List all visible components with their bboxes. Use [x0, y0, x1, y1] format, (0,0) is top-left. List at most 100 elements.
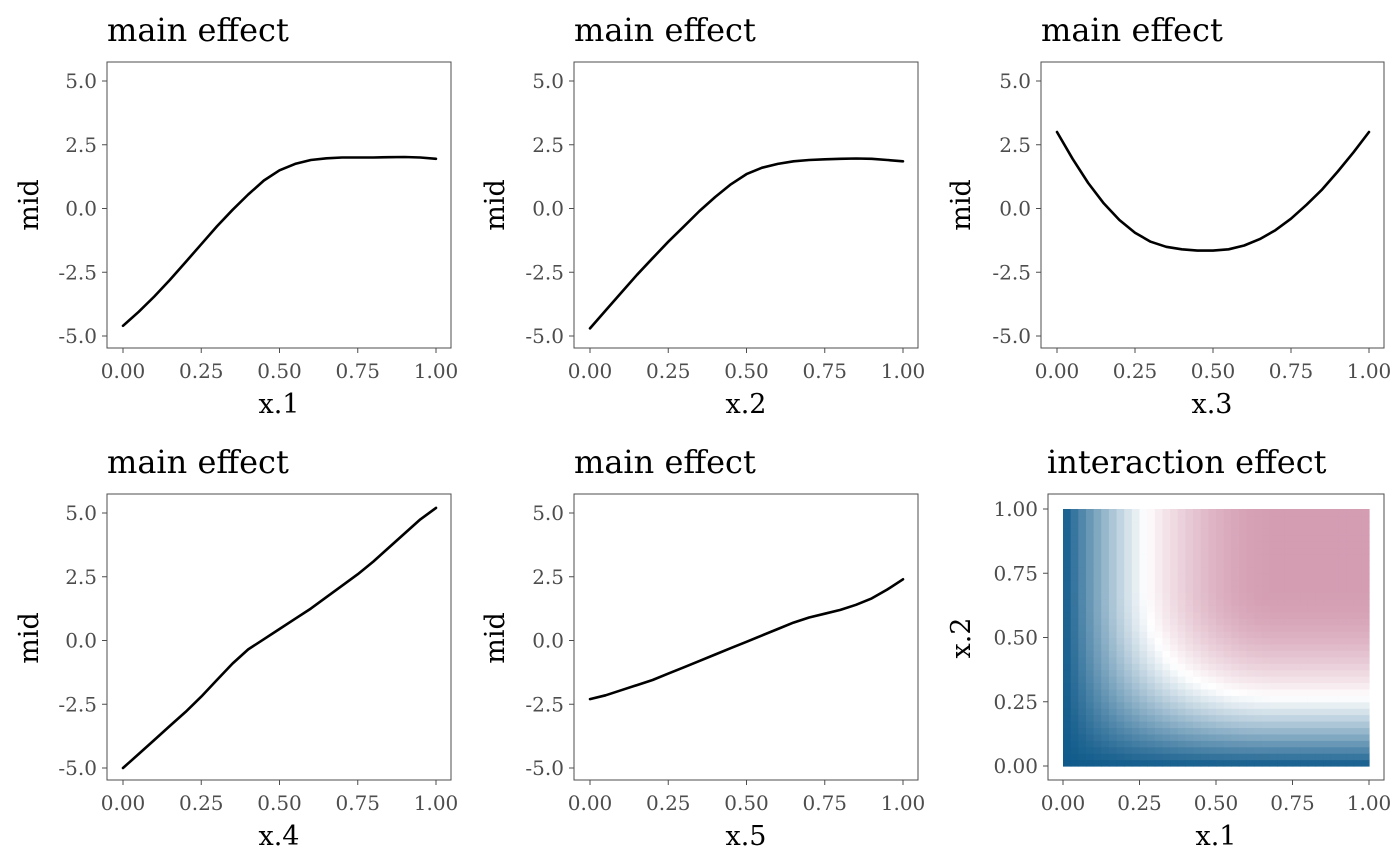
- heatmap-cell: [1193, 509, 1202, 517]
- heatmap-cell: [1261, 695, 1271, 703]
- heatmap-cell: [1170, 560, 1179, 568]
- heatmap-cell: [1093, 553, 1102, 561]
- heatmap-cell: [1124, 534, 1133, 542]
- heatmap-cell: [1238, 733, 1248, 741]
- heatmap-cell: [1193, 521, 1202, 529]
- heatmap-cell: [1124, 509, 1133, 517]
- heatmap-cell: [1177, 624, 1186, 632]
- tick-group: 0.00 0.25 0.50 0.75 1.00-5.0-2.50.02.55.0: [525, 501, 925, 815]
- heatmap-cell: [1139, 733, 1148, 741]
- heatmap-cell: [1124, 688, 1133, 696]
- heatmap-cell: [1238, 605, 1248, 613]
- heatmap-cell: [1200, 592, 1209, 600]
- heatmap-cell: [1277, 656, 1286, 664]
- y-tick-label: 0.0: [532, 629, 564, 653]
- heatmap-cell: [1078, 586, 1087, 594]
- heatmap-cell: [1154, 721, 1164, 729]
- heatmap-cell: [1085, 598, 1095, 606]
- heatmap-cell: [1093, 521, 1102, 529]
- heatmap-cell: [1185, 701, 1194, 709]
- heatmap-cell: [1177, 598, 1186, 606]
- heatmap-cell: [1108, 592, 1118, 600]
- heatmap-cell: [1078, 721, 1087, 729]
- heatmap-cell: [1330, 553, 1339, 561]
- heatmap-cell: [1085, 695, 1095, 703]
- x-tick-label: 1.00: [1347, 359, 1392, 383]
- heatmap-cell: [1063, 560, 1072, 568]
- heatmap-cell: [1162, 669, 1171, 677]
- heatmap-cell: [1147, 521, 1156, 529]
- panel-1: main effect mid x.1 0.00 0.25 0.50 0.75 1.00…: [14, 11, 458, 420]
- heatmap-cell: [1185, 727, 1194, 735]
- heatmap-cell: [1208, 643, 1217, 651]
- heatmap-cell: [1315, 611, 1324, 619]
- heatmap-cell: [1246, 656, 1255, 664]
- heatmap-cell: [1116, 598, 1125, 606]
- heatmap-cell: [1330, 733, 1339, 741]
- heatmap-cell: [1063, 624, 1072, 632]
- heatmap-cell: [1307, 528, 1317, 536]
- heatmap-cell: [1093, 515, 1102, 523]
- heatmap-cell: [1177, 643, 1186, 651]
- heatmap-cell: [1246, 695, 1255, 703]
- heatmap-cell: [1177, 521, 1186, 529]
- heatmap-cell: [1261, 643, 1271, 651]
- heatmap-cell: [1070, 733, 1079, 741]
- heatmap-cell: [1078, 656, 1087, 664]
- heatmap-cell: [1246, 721, 1255, 729]
- heatmap-cell: [1254, 682, 1263, 690]
- heatmap-cell: [1147, 682, 1156, 690]
- heatmap-cell: [1124, 676, 1133, 684]
- heatmap-cell: [1200, 631, 1209, 639]
- heatmap-cell: [1315, 573, 1324, 581]
- heatmap-cell: [1231, 676, 1240, 684]
- heatmap-cell: [1284, 701, 1294, 709]
- heatmap-cell: [1292, 740, 1301, 748]
- x-tick-label: 0.75: [802, 359, 847, 383]
- heatmap-cell: [1323, 759, 1332, 767]
- heatmap-cell: [1284, 515, 1294, 523]
- heatmap-cell: [1063, 733, 1072, 741]
- heatmap-cell: [1116, 553, 1125, 561]
- heatmap-cell: [1216, 682, 1225, 690]
- heatmap-cell: [1139, 656, 1148, 664]
- heatmap-cell: [1093, 592, 1102, 600]
- heatmap-cell: [1307, 714, 1317, 722]
- heatmap-cell: [1124, 618, 1133, 626]
- heatmap-cell: [1300, 637, 1309, 645]
- heatmap-cell: [1346, 528, 1355, 536]
- heatmap-cell: [1108, 727, 1118, 735]
- heatmap-cell: [1139, 740, 1148, 748]
- heatmap-cell: [1177, 740, 1186, 748]
- heatmap-cell: [1208, 598, 1217, 606]
- heatmap-cell: [1193, 643, 1202, 651]
- heatmap-cell: [1101, 733, 1110, 741]
- heatmap-cell: [1238, 701, 1248, 709]
- heatmap-cell: [1063, 669, 1072, 677]
- heatmap-cell: [1330, 586, 1339, 594]
- heatmap-cell: [1131, 759, 1141, 767]
- heatmap-cell: [1231, 618, 1240, 626]
- heatmap-cell: [1185, 534, 1194, 542]
- heatmap-cell: [1101, 688, 1110, 696]
- heatmap-cell: [1338, 701, 1347, 709]
- heatmap-cell: [1216, 721, 1225, 729]
- heatmap-cell: [1323, 528, 1332, 536]
- heatmap-cell: [1162, 521, 1171, 529]
- heatmap-cell: [1246, 573, 1255, 581]
- heatmap-cell: [1315, 733, 1324, 741]
- heatmap-cell: [1223, 586, 1232, 594]
- heatmap-cell: [1147, 714, 1156, 722]
- panel-3: main effect mid x.3 0.00 0.25 0.50 0.75 1.00…: [946, 11, 1391, 420]
- heatmap-cell: [1124, 560, 1133, 568]
- heatmap-cell: [1139, 676, 1148, 684]
- heatmap-cell: [1277, 586, 1286, 594]
- heatmap-cell: [1193, 669, 1202, 677]
- heatmap-cell: [1154, 592, 1164, 600]
- heatmap-cell: [1353, 708, 1362, 716]
- heatmap-cell: [1300, 714, 1309, 722]
- heatmap-cell: [1300, 669, 1309, 677]
- heatmap-cell: [1338, 618, 1347, 626]
- heatmap-cell: [1353, 721, 1362, 729]
- heatmap-cell: [1147, 586, 1156, 594]
